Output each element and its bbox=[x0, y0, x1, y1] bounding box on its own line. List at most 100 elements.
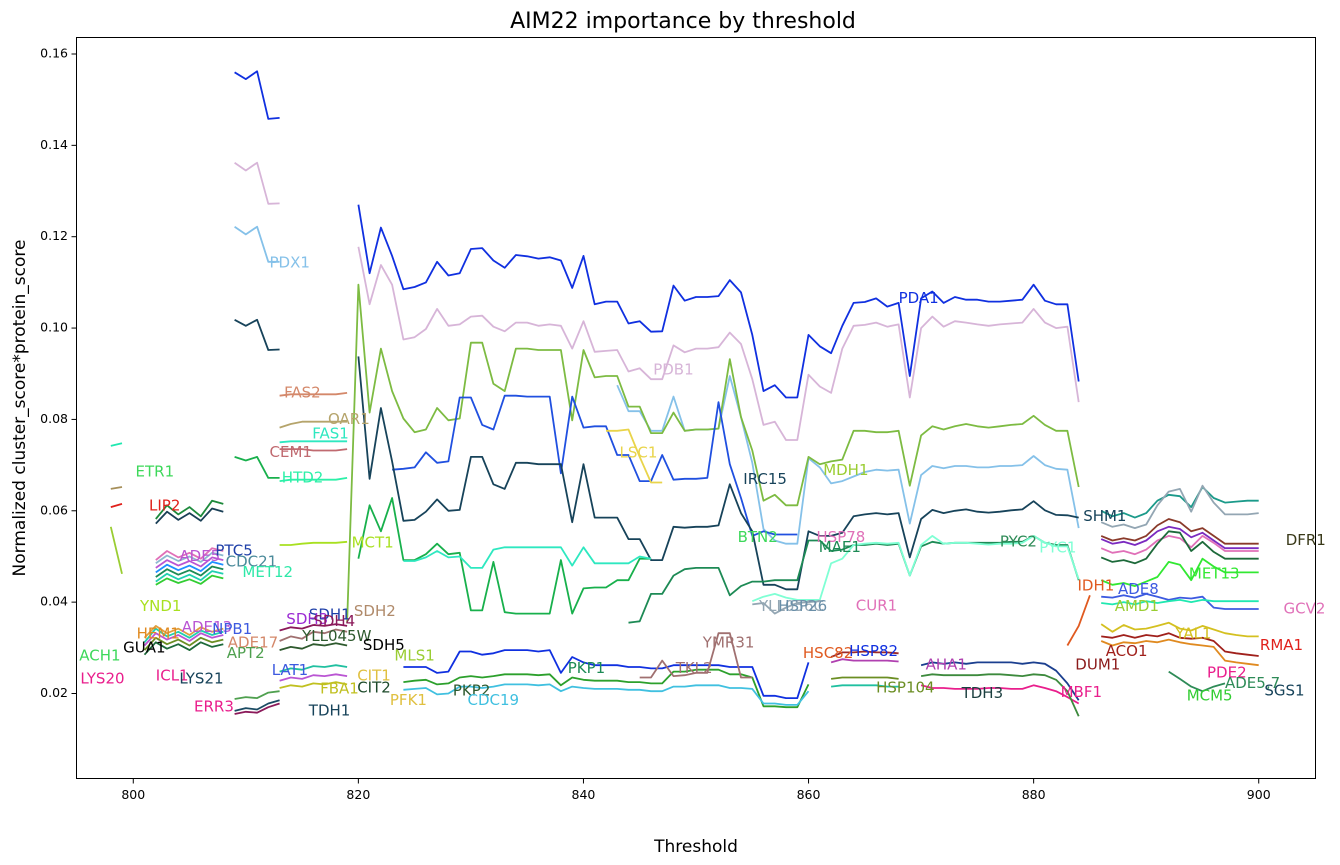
series-line-44-0 bbox=[1066, 594, 1091, 646]
series-line-14-0 bbox=[279, 440, 348, 444]
series-line-47-0 bbox=[1100, 518, 1259, 545]
y-tick-label-6: 0.14 bbox=[40, 137, 68, 152]
series-label-41: SDH1 bbox=[309, 605, 351, 623]
series-label-20: CUR1 bbox=[856, 596, 897, 614]
series-label-14: MAE1 bbox=[819, 538, 861, 556]
y-tick-label-2: 0.06 bbox=[40, 502, 68, 517]
series-line-56-0 bbox=[1101, 632, 1259, 657]
series-line-8-0 bbox=[751, 535, 1080, 603]
x-tick-label-2: 840 bbox=[572, 787, 596, 802]
series-label-31: ADE17 bbox=[228, 634, 278, 652]
series-line-11-0 bbox=[279, 392, 348, 397]
series-label-59: AHA1 bbox=[926, 656, 967, 674]
series-label-12: BTN2 bbox=[738, 528, 778, 546]
series-line-67-0 bbox=[279, 673, 348, 682]
series-line-57-0 bbox=[1168, 670, 1226, 693]
series-label-36: ICL1 bbox=[156, 667, 189, 685]
chart-title: AIM22 importance by threshold bbox=[510, 9, 856, 34]
series-label-24: PTC5 bbox=[215, 542, 252, 560]
x-tick-label-1: 820 bbox=[346, 787, 370, 802]
series-label-4: OAR1 bbox=[328, 410, 370, 428]
series-label-64: IDH1 bbox=[1078, 577, 1115, 595]
series-line-22-0 bbox=[155, 561, 224, 574]
series-line-43-0 bbox=[920, 673, 1080, 717]
series-line-61-0 bbox=[143, 636, 224, 651]
series-line-64-0 bbox=[279, 623, 348, 632]
series-line-63-0 bbox=[279, 628, 348, 642]
series-label-58: HSP82 bbox=[849, 642, 898, 660]
series-line-23-0 bbox=[155, 565, 224, 578]
series-line-30-0 bbox=[234, 699, 280, 712]
series-line-5-1 bbox=[357, 356, 1079, 591]
series-label-55: YMR31 bbox=[702, 634, 755, 652]
series-label-57: HSC82 bbox=[803, 644, 853, 662]
series-label-46: LAT1 bbox=[272, 661, 309, 679]
y-tick-label-7: 0.16 bbox=[40, 45, 68, 60]
series-label-69: DFR1 bbox=[1286, 531, 1326, 549]
series-label-2: PDX1 bbox=[270, 254, 310, 272]
series-line-17-0 bbox=[155, 499, 224, 520]
series-line-55-0 bbox=[1100, 638, 1259, 667]
series-line-46-0 bbox=[1100, 484, 1259, 529]
series-line-3-0 bbox=[346, 283, 1080, 623]
y-tick-label-4: 0.10 bbox=[40, 320, 68, 335]
series-label-29: ADE13 bbox=[182, 618, 232, 636]
series-line-25-0 bbox=[155, 574, 224, 586]
series-label-25: CDC21 bbox=[226, 552, 278, 570]
series-line-68-0 bbox=[279, 681, 348, 689]
series-label-67: RMA1 bbox=[1260, 636, 1303, 654]
series-label-66: PDE2 bbox=[1207, 663, 1247, 681]
series-label-26: MET12 bbox=[242, 563, 293, 581]
series-label-35: LYS20 bbox=[80, 669, 124, 687]
series-line-37-0 bbox=[830, 650, 899, 658]
series-label-56: TKL2 bbox=[675, 659, 713, 677]
y-axis-ticks: 0.02 0.04 0.06 0.08 0.10 0.12 0.14 0.16 bbox=[40, 45, 77, 700]
series-label-7: HTD2 bbox=[282, 468, 324, 486]
series-label-6: CEM1 bbox=[270, 443, 312, 461]
series-line-28-0 bbox=[110, 486, 123, 490]
series-label-32: GUA1 bbox=[123, 638, 165, 656]
series-line-6-0 bbox=[234, 455, 280, 479]
series-label-62: DUM1 bbox=[1075, 656, 1120, 674]
series-line-2-1 bbox=[616, 375, 1080, 545]
series-label-71: ADE5,7 bbox=[1225, 674, 1280, 692]
series-label-42: SDH3 bbox=[286, 610, 328, 628]
series-line-26-0 bbox=[110, 442, 123, 447]
series-label-76: ACO1 bbox=[1106, 642, 1148, 660]
x-axis-label: Threshold bbox=[653, 837, 738, 857]
series-line-4-0 bbox=[392, 394, 798, 537]
series-label-37: LYS21 bbox=[179, 669, 223, 687]
series-line-29-0 bbox=[109, 526, 123, 575]
series-line-40-0 bbox=[830, 684, 899, 688]
series-line-60-0 bbox=[143, 632, 224, 647]
series-line-19-0 bbox=[155, 547, 224, 561]
series-label-70: MET13 bbox=[1189, 564, 1240, 582]
series-label-63: MBF1 bbox=[1061, 683, 1102, 701]
series-label-8: MCT1 bbox=[352, 533, 394, 551]
x-tick-label-5: 900 bbox=[1247, 787, 1271, 802]
series-line-62-0 bbox=[143, 641, 224, 656]
series-line-53-0 bbox=[1101, 599, 1259, 606]
series-line-54-0 bbox=[1100, 621, 1259, 638]
series-label-51: PKP1 bbox=[568, 659, 605, 677]
series-label-34: ACH1 bbox=[79, 647, 120, 665]
plot-frame bbox=[76, 37, 1316, 779]
series-label-16: PYC1 bbox=[1039, 539, 1076, 557]
series-label-68: GCV2 bbox=[1284, 600, 1326, 618]
series-line-1-0 bbox=[234, 161, 280, 205]
series-line-45-0 bbox=[1100, 486, 1259, 519]
series-line-49-0 bbox=[1100, 535, 1259, 556]
series-label-65: ADE8 bbox=[1118, 580, 1159, 598]
series-label-28: HEM1 bbox=[137, 625, 180, 643]
series-line-18-0 bbox=[155, 507, 224, 525]
series-line-66-0 bbox=[279, 664, 348, 673]
series-line-24-0 bbox=[155, 570, 224, 583]
series-label-21: ETR1 bbox=[136, 463, 175, 481]
series-label-17: SHM1 bbox=[1083, 507, 1126, 525]
series-line-1-1 bbox=[357, 246, 1080, 441]
series-line-41-0 bbox=[920, 661, 1080, 701]
series-line-42-0 bbox=[920, 684, 1080, 705]
series-label-11: MDH1 bbox=[823, 461, 868, 479]
